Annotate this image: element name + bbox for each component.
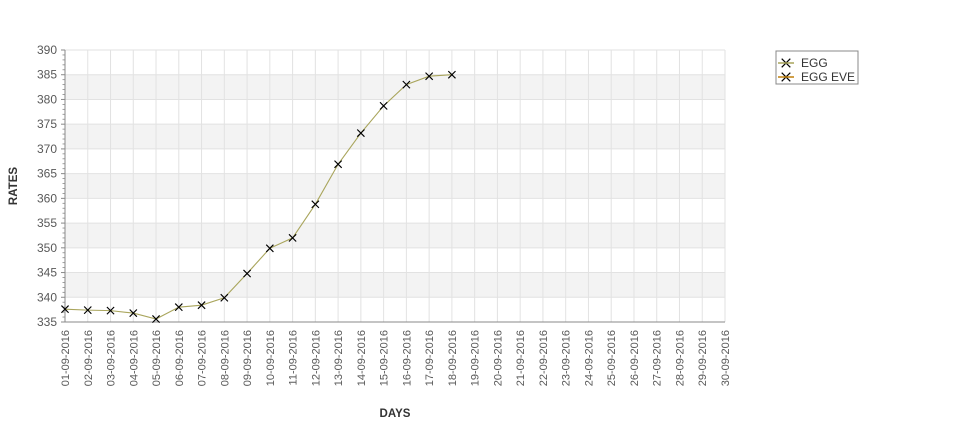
svg-text:25-09-2016: 25-09-2016: [606, 330, 618, 386]
svg-text:11-09-2016: 11-09-2016: [288, 330, 300, 385]
svg-text:30-09-2016: 30-09-2016: [720, 330, 732, 386]
svg-text:345: 345: [37, 266, 57, 280]
svg-text:22-09-2016: 22-09-2016: [538, 330, 550, 386]
svg-text:15-09-2016: 15-09-2016: [379, 330, 391, 386]
svg-text:DAYS: DAYS: [380, 408, 411, 420]
svg-text:05-09-2016: 05-09-2016: [151, 330, 163, 386]
svg-text:16-09-2016: 16-09-2016: [401, 330, 413, 386]
svg-text:08-09-2016: 08-09-2016: [219, 330, 231, 386]
svg-text:18-09-2016: 18-09-2016: [447, 330, 459, 386]
svg-text:390: 390: [37, 43, 57, 57]
svg-text:29-09-2016: 29-09-2016: [697, 330, 709, 386]
svg-text:340: 340: [37, 290, 57, 304]
svg-text:EGG: EGG: [801, 56, 828, 70]
svg-text:350: 350: [37, 241, 57, 255]
svg-text:02-09-2016: 02-09-2016: [83, 330, 95, 386]
svg-text:28-09-2016: 28-09-2016: [674, 330, 686, 386]
svg-text:EGG EVE: EGG EVE: [801, 70, 855, 84]
svg-text:12-09-2016: 12-09-2016: [310, 330, 322, 386]
svg-text:335: 335: [37, 315, 57, 329]
svg-text:375: 375: [37, 117, 57, 131]
svg-text:370: 370: [37, 142, 57, 156]
svg-text:21-09-2016: 21-09-2016: [515, 330, 527, 386]
svg-text:19-09-2016: 19-09-2016: [470, 330, 482, 386]
svg-text:360: 360: [37, 191, 57, 205]
svg-text:20-09-2016: 20-09-2016: [492, 330, 504, 386]
svg-text:26-09-2016: 26-09-2016: [629, 330, 641, 386]
svg-text:380: 380: [37, 92, 57, 106]
svg-text:07-09-2016: 07-09-2016: [197, 330, 209, 386]
svg-text:23-09-2016: 23-09-2016: [561, 330, 573, 386]
svg-text:355: 355: [37, 216, 57, 230]
svg-text:01-09-2016: 01-09-2016: [60, 330, 72, 386]
svg-text:14-09-2016: 14-09-2016: [356, 330, 368, 386]
svg-text:17-09-2016: 17-09-2016: [424, 330, 436, 386]
svg-text:27-09-2016: 27-09-2016: [652, 330, 664, 386]
svg-text:RATES: RATES: [8, 167, 20, 205]
svg-text:10-09-2016: 10-09-2016: [265, 330, 277, 386]
svg-text:04-09-2016: 04-09-2016: [128, 330, 140, 386]
svg-text:24-09-2016: 24-09-2016: [583, 330, 595, 386]
svg-text:13-09-2016: 13-09-2016: [333, 330, 345, 386]
svg-text:365: 365: [37, 167, 57, 181]
svg-text:06-09-2016: 06-09-2016: [174, 330, 186, 386]
svg-text:03-09-2016: 03-09-2016: [106, 330, 118, 386]
svg-text:385: 385: [37, 68, 57, 82]
svg-text:09-09-2016: 09-09-2016: [242, 330, 254, 386]
